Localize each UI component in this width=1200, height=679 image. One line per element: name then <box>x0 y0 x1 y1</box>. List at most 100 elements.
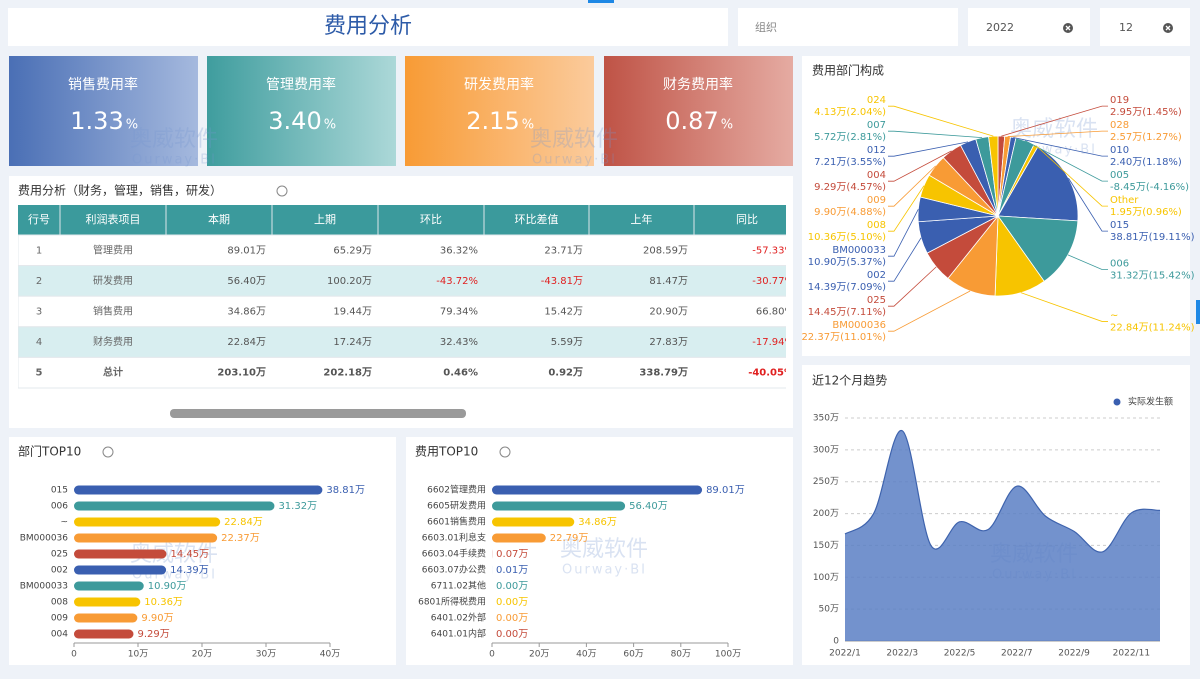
table-cell: 36.32% <box>440 245 478 256</box>
table-cell: 27.83万 <box>649 337 688 348</box>
x-tick-label: 2022/3 <box>886 649 918 659</box>
bar <box>74 630 133 639</box>
table-cell: 20.90万 <box>649 307 688 318</box>
bar-value-label: 22.79万 <box>550 533 589 544</box>
x-tick-label: 2022/9 <box>1058 649 1090 659</box>
table-cell: -43.81万 <box>541 276 583 287</box>
pie-label: 005 <box>1110 170 1129 181</box>
pie-label: 015 <box>1110 220 1129 231</box>
table-cell: 79.34% <box>440 307 478 318</box>
bar-category: 6401.01内部 <box>431 628 486 640</box>
table-cell: 财务费用 <box>93 335 133 348</box>
table-cell: 203.10万 <box>217 367 266 379</box>
pie-value-label: 1.95万(0.96%) <box>1110 207 1182 218</box>
fee-title: 费用TOP10 <box>415 445 478 459</box>
bar-value-label: 0.00万 <box>496 629 528 640</box>
bar <box>74 550 166 559</box>
bar-value-label: 89.01万 <box>706 485 745 496</box>
bar-value-label: 0.00万 <box>496 597 528 608</box>
y-tick-label: 50万 <box>819 605 839 615</box>
watermark-sub: Ourway·BI <box>562 563 647 578</box>
legend-label: 实际发生额 <box>1128 396 1173 408</box>
table-cell: 34.86万 <box>227 307 266 318</box>
table-cell: 3 <box>36 307 42 318</box>
scrollbar[interactable] <box>170 409 466 418</box>
kpi-unit: % <box>721 118 733 133</box>
kpi-value: 1.33 <box>70 107 123 135</box>
y-tick-label: 250万 <box>813 477 839 487</box>
table-cell: 5 <box>36 368 43 379</box>
pie-value-label: 2.95万(1.45%) <box>1110 107 1182 118</box>
table-cell: 56.40万 <box>227 276 266 287</box>
pie-label: 010 <box>1110 145 1129 156</box>
y-tick-label: 100万 <box>813 573 839 583</box>
bar-value-label: 0.07万 <box>496 549 528 560</box>
kpi-value: 0.87 <box>665 107 718 135</box>
bar-value-label: 10.36万 <box>144 597 183 608</box>
bar <box>492 486 702 495</box>
bar-value-label: 56.40万 <box>629 501 668 512</box>
table-cell: 2 <box>36 276 42 287</box>
x-tick-label: 60万 <box>623 650 643 660</box>
watermark: 奥威软件 <box>130 127 218 152</box>
bar <box>492 534 546 543</box>
x-tick-label: 0 <box>489 650 495 660</box>
kpi-value: 3.40 <box>268 107 321 135</box>
filter-year-text: 2022 <box>986 21 1014 34</box>
column-header: 上期 <box>314 213 336 226</box>
filter-month-text: 12 <box>1119 21 1133 34</box>
column-header: 环比 <box>420 213 442 226</box>
table-cell: 202.18万 <box>323 367 372 379</box>
x-tick-label: 100万 <box>715 650 741 660</box>
filter-month[interactable] <box>1100 8 1190 46</box>
bar-value-label: 0.00万 <box>496 581 528 592</box>
kpi-value: 2.15 <box>466 107 519 135</box>
table-cell: 总计 <box>103 366 123 379</box>
bar-category: 009 <box>51 614 68 624</box>
bar-value-label: 14.45万 <box>170 549 209 560</box>
table-title: 费用分析（财务，管理，销售，研发） <box>18 183 222 198</box>
bar-category: 6711.02其他 <box>431 580 486 592</box>
pie-value-label: 10.90万(5.37%) <box>808 257 886 268</box>
pie-value-label: 2.57万(1.27%) <box>1110 132 1182 143</box>
x-tick-label: 40万 <box>320 650 340 660</box>
pie-label: 012 <box>867 145 886 156</box>
pie-label: ~ <box>1110 310 1118 321</box>
pie-value-label: 14.39万(7.09%) <box>808 282 886 293</box>
pie-label: 025 <box>867 295 886 306</box>
bar-category: 008 <box>51 598 68 608</box>
legend-marker <box>1114 399 1121 406</box>
table-cell: 89.01万 <box>227 245 266 256</box>
kpi-label: 管理费用率 <box>266 76 336 93</box>
pie-label: 007 <box>867 120 886 131</box>
table-cell: 338.79万 <box>639 367 688 379</box>
table-cell: 208.59万 <box>643 245 688 256</box>
x-tick-label: 2022/11 <box>1113 649 1150 659</box>
pie-value-label: 7.21万(3.55%) <box>814 157 886 168</box>
table-cell: 17.24万 <box>333 337 372 348</box>
bar-category: 6401.02外部 <box>431 612 486 624</box>
bar-value-label: 22.37万 <box>221 533 260 544</box>
x-tick-label: 0 <box>71 650 77 660</box>
bar-category: 006 <box>51 502 68 512</box>
bar-category: 6603.07办公费 <box>422 564 486 576</box>
y-tick-label: 350万 <box>813 414 839 424</box>
pie-label: 008 <box>867 220 886 231</box>
x-tick-label: 2022/5 <box>944 649 976 659</box>
side-indicator <box>1196 300 1200 324</box>
table-cell: 65.29万 <box>333 245 372 256</box>
column-header: 同比 <box>736 213 758 226</box>
watermark-sub: Ourway·BI <box>532 153 617 168</box>
bar-value-label: 31.32万 <box>278 501 317 512</box>
tab-indicator <box>588 0 614 3</box>
y-tick-label: 150万 <box>813 541 839 551</box>
bar <box>74 582 144 591</box>
x-tick-label: 2022/7 <box>1001 649 1033 659</box>
kpi-label: 销售费用率 <box>68 76 138 93</box>
pie-label: 009 <box>867 195 886 206</box>
watermark-sub: Ourway·BI <box>132 153 217 168</box>
pie-label: 019 <box>1110 95 1129 106</box>
table-cell: 15.42万 <box>544 307 583 318</box>
y-tick-label: 300万 <box>813 445 839 455</box>
bar <box>74 598 140 607</box>
